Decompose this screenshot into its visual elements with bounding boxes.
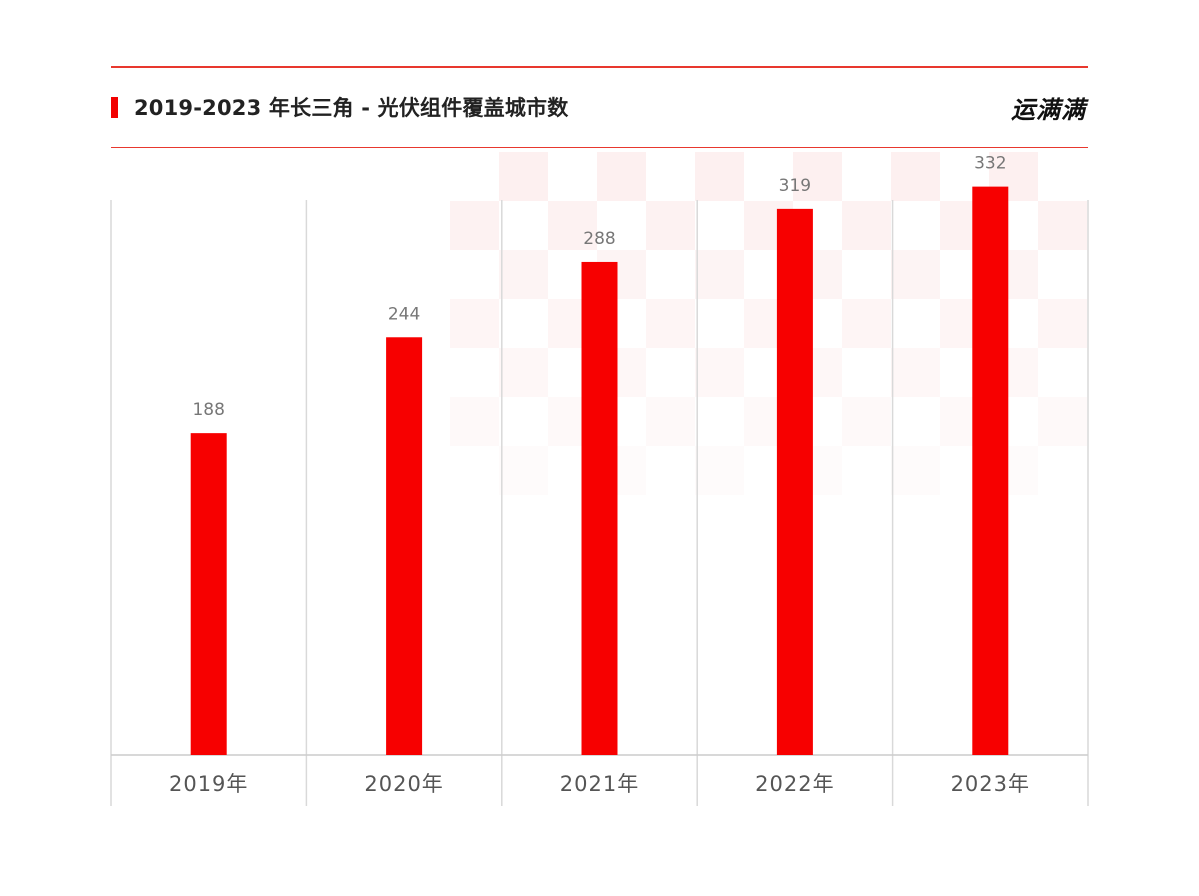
data-label: 319 [779, 176, 811, 196]
bar [972, 186, 1009, 756]
brand-logo: 运满满 [1011, 96, 1086, 124]
bar [581, 261, 618, 755]
chart-title: 2019-2023 年长三角 - 光伏组件覆盖城市数 [134, 96, 569, 120]
watermark-cell [450, 397, 499, 446]
watermark-cell [499, 152, 548, 201]
watermark-cell [597, 152, 646, 201]
data-label: 188 [192, 400, 224, 420]
watermark-cell [548, 201, 597, 250]
bar [386, 337, 423, 755]
x-tick-label: 2023年 [951, 772, 1030, 796]
watermark-cell [695, 152, 744, 201]
data-label: 244 [388, 304, 420, 324]
watermark-cell [450, 201, 499, 250]
watermark-cell [891, 152, 940, 201]
header-divider [111, 147, 1088, 148]
watermark-cell [499, 446, 548, 495]
x-tick-label: 2022年 [755, 772, 834, 796]
watermark-cell [842, 299, 891, 348]
data-label: 288 [583, 229, 615, 249]
x-tick-label: 2021年 [560, 772, 639, 796]
watermark-cell [1038, 299, 1087, 348]
watermark-cell [842, 201, 891, 250]
watermark-cell [646, 397, 695, 446]
watermark-cell [695, 348, 744, 397]
x-tick-label: 2020年 [364, 772, 443, 796]
watermark-cell [646, 299, 695, 348]
watermark-cell [793, 152, 842, 201]
watermark-cell [891, 446, 940, 495]
watermark-cell [646, 201, 695, 250]
data-labels: 188 244 288 319 332 [192, 154, 1006, 421]
top-divider [111, 66, 1088, 68]
data-label: 332 [974, 154, 1006, 174]
watermark-cell [891, 348, 940, 397]
watermark-cell [891, 250, 940, 299]
bar [190, 433, 227, 755]
column-dividers [110, 200, 1089, 806]
bar-series [190, 186, 1009, 756]
title-accent-bar [111, 97, 118, 118]
watermark-cell [1038, 397, 1087, 446]
watermark-cell [1038, 201, 1087, 250]
watermark-cell [695, 446, 744, 495]
bar [776, 208, 813, 755]
watermark-cell [450, 299, 499, 348]
x-tick-labels: 2019年 2020年 2021年 2022年 2023年 [169, 772, 1030, 796]
watermark-cell [499, 250, 548, 299]
watermark-cell [695, 250, 744, 299]
watermark-cell [499, 348, 548, 397]
x-tick-label: 2019年 [169, 772, 248, 796]
watermark-cell [842, 397, 891, 446]
